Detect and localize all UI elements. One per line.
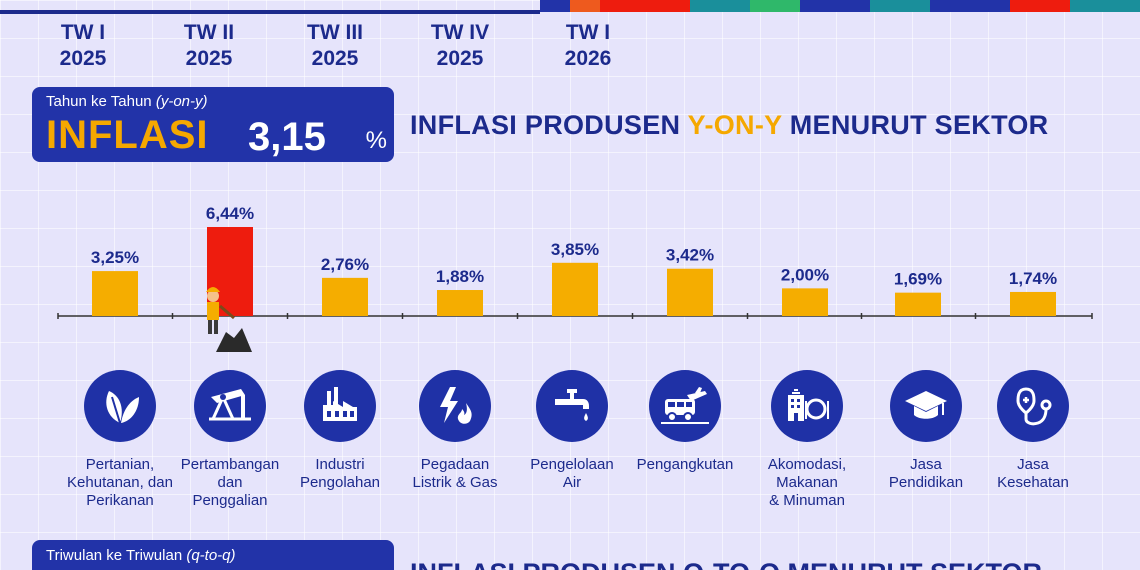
bar-value-label: 3,25% bbox=[91, 248, 139, 267]
yoy-inflation-box: Tahun ke Tahun (y-on-y) INFLASI 3,15 % bbox=[32, 87, 394, 162]
sector-item-pengangkutan: Pengangkutan bbox=[620, 370, 750, 474]
bar[interactable] bbox=[322, 277, 368, 316]
bar[interactable] bbox=[437, 290, 483, 316]
sector-label: Pertanian, Kehutanan, dan Perikanan bbox=[67, 456, 173, 509]
bar-value-label: 6,44% bbox=[206, 204, 254, 223]
bar[interactable] bbox=[92, 271, 138, 316]
qoq-chart-title: INFLASI PRODUSEN Q-TO-Q MENURUT SEKTOR bbox=[410, 558, 1042, 570]
yoy-label: Tahun ke Tahun (y-on-y) bbox=[46, 93, 208, 110]
oil-pump-icon bbox=[194, 370, 266, 442]
sector-label: Pengangkutan bbox=[636, 456, 734, 473]
bar[interactable] bbox=[552, 262, 598, 316]
sector-label: Pertambangan dan Penggalian bbox=[180, 456, 280, 509]
sector-item-air: Pengelolaan Air bbox=[507, 370, 637, 492]
period-item[interactable]: TW I 2025 bbox=[59, 21, 107, 70]
water-tap-icon bbox=[536, 370, 608, 442]
period-item[interactable]: TW II 2025 bbox=[183, 21, 235, 70]
lightning-flame-icon bbox=[419, 370, 491, 442]
sector-label: Jasa Kesehatan bbox=[997, 456, 1069, 491]
bar-value-label: 1,69% bbox=[894, 270, 942, 289]
inflation-heading: INFLASI bbox=[46, 113, 209, 157]
period-item[interactable]: TW III 2025 bbox=[307, 21, 363, 70]
sector-label: Pengelolaan Air bbox=[530, 456, 614, 491]
period-selector: TW I 2025 TW II 2025 TW III 2025 TW IV 2025 … bbox=[0, 20, 700, 80]
qoq-inflation-box: Triwulan ke Triwulan (q-to-q) bbox=[32, 540, 394, 570]
chart-title: INFLASI PRODUSEN Y-ON-Y MENURUT SEKTOR bbox=[410, 110, 1049, 140]
sector-item-industri: Industri Pengolahan bbox=[275, 370, 405, 492]
sector-item-pendidikan: Jasa Pendidikan bbox=[861, 370, 991, 492]
bar-value-label: 1,74% bbox=[1009, 269, 1057, 288]
sector-item-pertanian: Pertanian, Kehutanan, dan Perikanan bbox=[55, 370, 185, 510]
sector-label: Pegadaan Listrik & Gas bbox=[412, 456, 498, 491]
period-item[interactable]: TW IV 2025 bbox=[430, 21, 490, 70]
graduation-cap-icon bbox=[890, 370, 962, 442]
bar[interactable] bbox=[1010, 291, 1056, 316]
inflation-unit: % bbox=[365, 127, 387, 154]
sector-item-akomodasi: Akomodasi, Makanan & Minuman bbox=[742, 370, 872, 510]
period-item[interactable]: TW I 2026 bbox=[564, 21, 612, 70]
factory-icon bbox=[304, 370, 376, 442]
sector-item-listrik-gas: Pegadaan Listrik & Gas bbox=[390, 370, 520, 492]
bar-value-label: 1,88% bbox=[436, 267, 484, 286]
decorative-strip bbox=[540, 0, 1140, 12]
stethoscope-icon bbox=[997, 370, 1069, 442]
leaf-icon bbox=[84, 370, 156, 442]
sector-label: Industri Pengolahan bbox=[299, 456, 381, 491]
bar-value-label: 2,00% bbox=[781, 265, 829, 284]
bar-value-label: 3,85% bbox=[551, 240, 599, 259]
top-divider bbox=[0, 0, 540, 14]
sector-label: Akomodasi, Makanan & Minuman bbox=[767, 456, 847, 509]
bar-value-label: 3,42% bbox=[666, 246, 714, 265]
bar[interactable] bbox=[782, 288, 828, 316]
sector-item-kesehatan: Jasa Kesehatan bbox=[968, 370, 1098, 492]
miner-illustration bbox=[206, 287, 252, 352]
sector-label: Jasa Pendidikan bbox=[888, 456, 964, 491]
hotel-dining-icon bbox=[771, 370, 843, 442]
transport-icon bbox=[649, 370, 721, 442]
sector-item-pertambangan: Pertambangan dan Penggalian bbox=[165, 370, 295, 510]
sector-bar-chart: 3,25% 6,44% 2,76% 1,88% 3,85% 3,42% 2,00% 1,69%… bbox=[57, 204, 1093, 352]
bar-value-label: 2,76% bbox=[321, 255, 369, 274]
inflation-value: 3,15 bbox=[248, 115, 326, 159]
qoq-label: Triwulan ke Triwulan (q-to-q) bbox=[46, 547, 236, 564]
bar[interactable] bbox=[895, 292, 941, 316]
bar[interactable] bbox=[667, 268, 713, 316]
